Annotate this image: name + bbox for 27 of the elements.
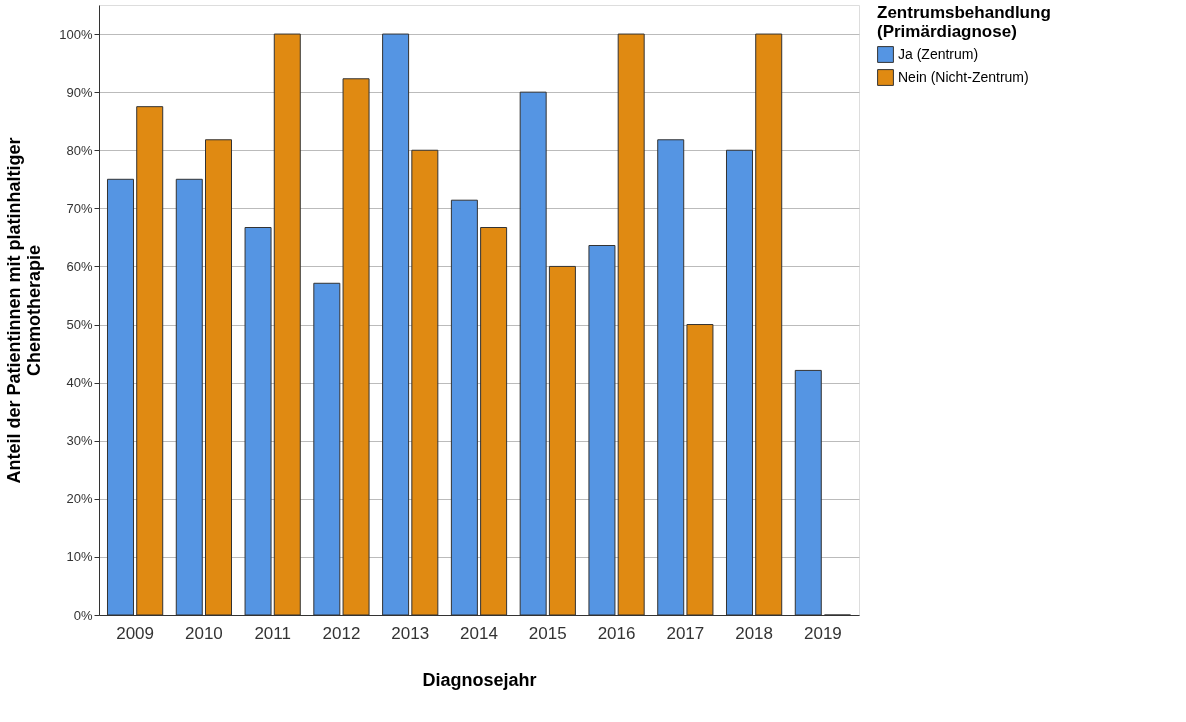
y-tick-label: 30% [66,433,93,449]
x-tick-label: 2011 [254,623,291,643]
y-tick-label: 40% [66,375,93,391]
y-axis-title: Anteil der Patientinnen mit platinhaltiger Chemotherapie [4,137,45,484]
y-tick-label: 70% [66,200,93,216]
x-tick-label: 2017 [666,623,705,643]
x-tick-label: 2014 [460,623,498,643]
x-tick-label: 2019 [803,623,842,643]
y-tick-label: 0% [73,607,93,623]
y-tick-label: 90% [66,84,93,100]
legend-label: Ja (Zentrum) [898,45,979,62]
legend-label: Nein (Nicht-Zentrum) [898,68,1029,85]
x-tick-label: 2015 [528,623,567,643]
x-tick-label: 2012 [322,623,361,643]
y-tick-label: 100% [59,26,93,42]
y-tick-label: 20% [66,491,93,507]
x-axis-title: Diagnosejahr [422,669,537,690]
y-tick-label: 10% [66,549,93,565]
y-tick-label: 60% [66,258,93,274]
x-tick-label: 2016 [597,623,636,643]
x-tick-label: 2018 [735,623,774,643]
x-tick-label: 2010 [184,623,223,643]
y-tick-label: 50% [66,317,93,333]
x-tick-label: 2009 [116,623,155,643]
y-tick-label: 80% [66,142,93,158]
legend-title: Zentrumsbehandlung (Primärdiagnose) [877,3,1051,41]
x-tick-label: 2013 [391,623,430,643]
